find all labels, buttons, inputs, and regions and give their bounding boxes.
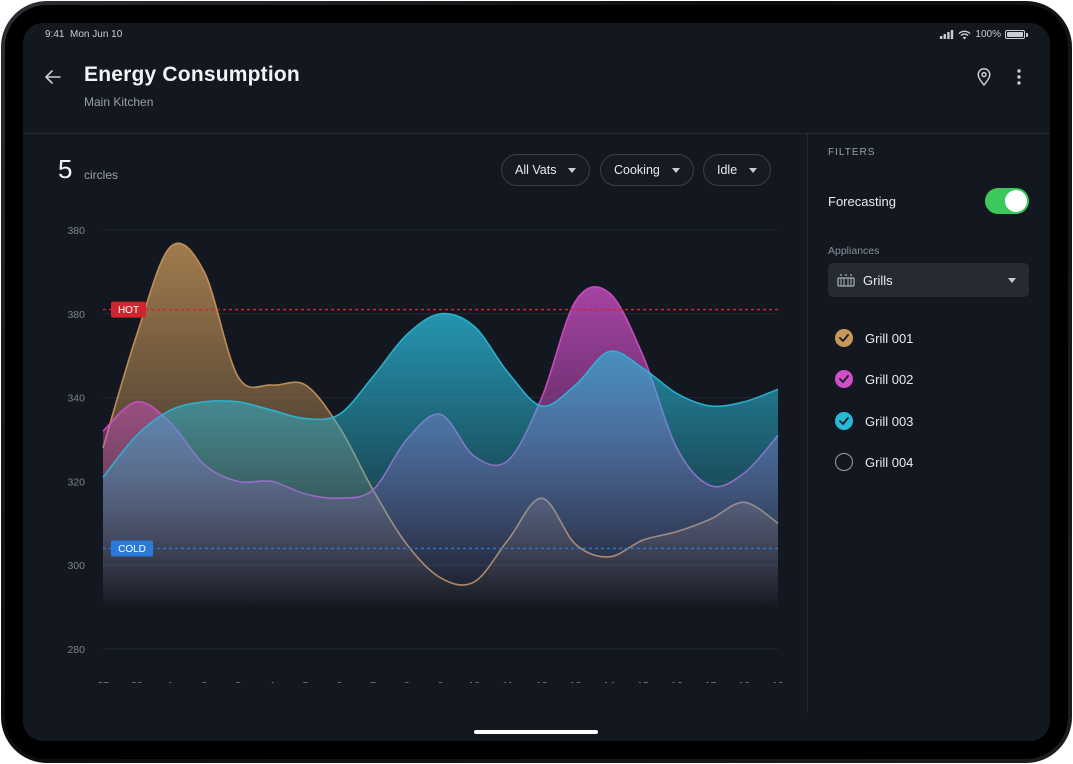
x-tick-label: 27 — [97, 680, 109, 683]
appliances-label: Appliances — [828, 245, 880, 257]
x-tick-label: 14 — [603, 680, 615, 683]
x-tick-label: 6 — [336, 680, 342, 683]
appliance-select-value: Grills — [863, 273, 893, 288]
status-time: 9:41 Mon Jun 10 — [45, 29, 122, 40]
forecasting-label: Forecasting — [828, 194, 896, 209]
back-button[interactable] — [41, 65, 65, 89]
x-tick-label: 15 — [637, 680, 649, 683]
chip-idle[interactable]: Idle — [703, 154, 772, 186]
unchecked-circle-icon[interactable] — [835, 453, 853, 471]
wifi-icon — [958, 30, 971, 39]
status-date: Mon Jun 10 — [70, 29, 123, 40]
chip-label: Idle — [717, 163, 738, 177]
grill-name: Grill 004 — [865, 454, 914, 470]
more-vertical-icon — [1017, 69, 1021, 85]
page-header: Energy Consumption Main Kitchen — [23, 49, 1050, 134]
filters-title: FILTERS — [828, 147, 876, 158]
chip-all-vats[interactable]: All Vats — [501, 154, 591, 186]
x-tick-label: 28 — [131, 680, 143, 683]
forecasting-toggle[interactable] — [985, 188, 1029, 214]
x-tick-label: 7 — [370, 680, 376, 683]
y-tick-label: 320 — [67, 476, 85, 488]
panel-divider — [807, 133, 808, 713]
x-tick-label: 11 — [503, 680, 514, 683]
checkmark-icon[interactable] — [835, 329, 853, 347]
x-tick-label: 3 — [235, 680, 241, 683]
x-tick-label: 16 — [671, 680, 683, 683]
chip-label: All Vats — [515, 163, 557, 177]
y-tick-label: 280 — [67, 644, 85, 656]
y-tick-label: 300 — [67, 560, 85, 572]
x-tick-label: 19 — [772, 680, 784, 683]
toggle-knob — [1005, 190, 1027, 212]
arrow-left-icon — [45, 70, 61, 84]
more-options-button[interactable] — [1007, 65, 1031, 89]
x-tick-label: 9 — [438, 680, 444, 683]
series-area — [103, 313, 778, 608]
location-button[interactable] — [972, 65, 996, 89]
chevron-down-icon — [1008, 278, 1016, 283]
grill-icon — [837, 274, 855, 287]
grill-name: Grill 003 — [865, 413, 914, 429]
reference-label: COLD — [118, 544, 146, 555]
grill-item[interactable]: Grill 002 — [835, 369, 913, 389]
x-tick-label: 5 — [303, 680, 309, 683]
grill-item[interactable]: Grill 001 — [835, 328, 913, 348]
x-tick-label: 13 — [570, 680, 582, 683]
page-title: Energy Consumption — [84, 63, 300, 86]
grill-name: Grill 002 — [865, 371, 914, 387]
reference-badge — [111, 301, 146, 318]
x-tick-label: 10 — [468, 680, 480, 683]
checkmark-icon[interactable] — [835, 370, 853, 388]
app-screen: 9:41 Mon Jun 10 100% Energy Consumption … — [23, 23, 1050, 741]
x-tick-label: 2 — [201, 680, 207, 683]
energy-chart: 380380340320300280HOTCOLD272812345678910… — [67, 225, 784, 683]
y-tick-label: 380 — [67, 309, 85, 321]
grill-name: Grill 001 — [865, 330, 914, 346]
checkmark-icon[interactable] — [835, 412, 853, 430]
page-subtitle: Main Kitchen — [84, 95, 154, 109]
circle-count: 5 — [58, 154, 73, 184]
reference-badge — [111, 540, 153, 557]
y-tick-label: 380 — [67, 225, 85, 237]
signal-icon — [940, 30, 954, 39]
home-indicator[interactable] — [474, 730, 598, 734]
status-clock: 9:41 — [45, 29, 65, 40]
battery-tip — [1026, 32, 1028, 37]
grill-item[interactable]: Grill 003 — [835, 411, 913, 431]
x-tick-label: 8 — [404, 680, 410, 683]
chevron-down-icon — [671, 167, 680, 173]
x-tick-label: 18 — [738, 680, 750, 683]
circle-count-label: circles — [84, 168, 119, 182]
battery-icon — [1005, 30, 1025, 39]
chevron-down-icon — [749, 167, 758, 173]
y-tick-label: 340 — [67, 393, 85, 405]
x-tick-label: 1 — [168, 680, 174, 683]
location-pin-icon — [977, 68, 991, 86]
battery-percent: 100% — [975, 29, 1001, 40]
x-tick-label: 17 — [705, 680, 717, 683]
appliance-select[interactable]: Grills — [828, 263, 1029, 297]
status-icons: 100% — [940, 29, 1028, 40]
status-bar: 9:41 Mon Jun 10 100% — [45, 29, 1028, 47]
reference-label: HOT — [118, 305, 139, 316]
chip-label: Cooking — [614, 163, 660, 177]
x-tick-label: 12 — [536, 680, 548, 683]
series-line — [102, 312, 779, 478]
chevron-down-icon — [568, 167, 577, 173]
chip-cooking[interactable]: Cooking — [600, 154, 694, 186]
grill-item[interactable]: Grill 004 — [835, 452, 913, 472]
x-tick-label: 4 — [269, 680, 275, 683]
